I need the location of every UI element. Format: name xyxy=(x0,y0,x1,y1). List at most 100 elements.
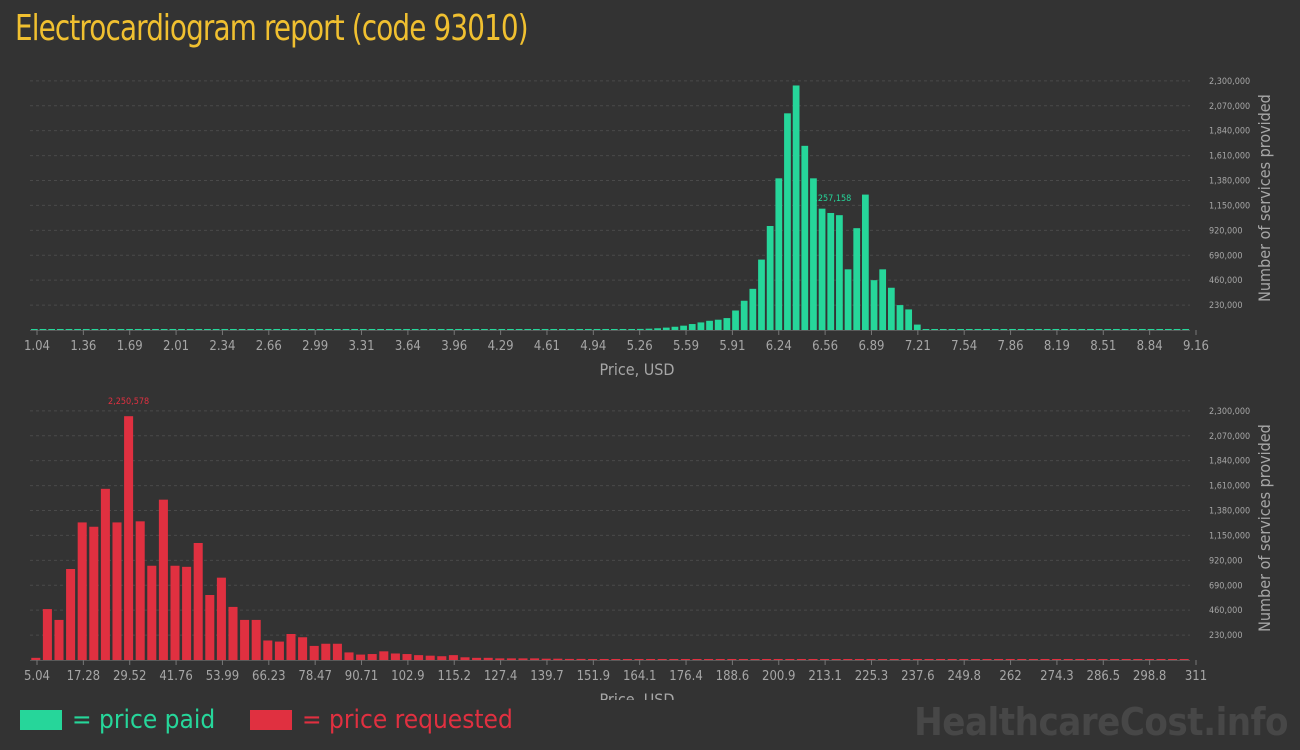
bar xyxy=(671,326,679,330)
x-tick-label: 286.5 xyxy=(1087,669,1120,684)
bar xyxy=(325,329,333,330)
bar xyxy=(1121,329,1129,330)
bar xyxy=(646,659,656,660)
y-tick-label: 1,150,000 xyxy=(1209,201,1250,211)
bar xyxy=(274,641,284,660)
x-tick-label: 1.36 xyxy=(70,339,96,354)
bar xyxy=(195,329,203,330)
bar xyxy=(818,208,826,330)
bar xyxy=(854,659,864,660)
y-tick-label: 460,000 xyxy=(1209,606,1242,616)
bar xyxy=(688,324,696,330)
peak-value-label: 2,250,578 xyxy=(108,397,149,407)
y-tick-label: 690,000 xyxy=(1209,251,1242,261)
bar xyxy=(160,329,168,330)
chart-price-requested: 230,000 460,000 690,000 920,000 1,150,000 1,3… xyxy=(24,397,1274,700)
x-tick-label: 8.19 xyxy=(1044,339,1070,354)
bar xyxy=(1156,659,1166,660)
x-tick-label: 115.2 xyxy=(437,669,470,684)
bar xyxy=(1139,329,1146,330)
bar xyxy=(622,659,632,660)
y-tick-label: 2,070,000 xyxy=(1209,102,1250,112)
bar xyxy=(533,329,540,330)
bar xyxy=(344,652,354,660)
bar xyxy=(472,329,480,330)
x-tick-label: 262 xyxy=(999,669,1021,684)
bar xyxy=(425,655,435,660)
x-tick-label: 8.84 xyxy=(1137,339,1163,354)
bar xyxy=(983,329,990,330)
x-tick-label: 2.99 xyxy=(302,339,328,354)
bar xyxy=(286,634,296,660)
bar xyxy=(42,609,52,660)
bar xyxy=(810,178,817,330)
bar xyxy=(628,329,636,330)
x-tick-label: 164.1 xyxy=(623,669,656,684)
bar xyxy=(126,329,133,330)
bar xyxy=(762,659,772,660)
bar xyxy=(912,659,922,660)
bar xyxy=(124,416,134,660)
bar xyxy=(240,619,250,660)
bar xyxy=(204,329,211,330)
bar xyxy=(939,329,947,330)
x-tick-label: 213.1 xyxy=(808,669,841,684)
bar xyxy=(1144,659,1154,660)
bar xyxy=(152,329,159,330)
bar xyxy=(143,329,151,330)
bar xyxy=(147,565,157,660)
bar xyxy=(256,329,263,330)
bar xyxy=(74,329,81,330)
bar xyxy=(879,269,887,330)
x-tick-label: 66.23 xyxy=(252,669,285,684)
bar xyxy=(463,329,471,330)
bar xyxy=(158,499,168,660)
x-tick-label: 17.28 xyxy=(67,669,100,684)
bar xyxy=(680,325,687,330)
bar xyxy=(134,329,142,330)
bar xyxy=(1026,329,1034,330)
x-tick-label: 274.3 xyxy=(1040,669,1073,684)
bar xyxy=(100,329,107,330)
bar xyxy=(515,329,523,330)
bar xyxy=(100,488,110,660)
x-axis-title: Price, USD xyxy=(600,690,675,700)
y-tick-label: 2,300,000 xyxy=(1209,77,1250,87)
bar xyxy=(448,655,458,660)
bar xyxy=(230,329,237,330)
x-tick-label: 225.3 xyxy=(855,669,888,684)
bar xyxy=(170,565,180,660)
bar xyxy=(913,324,921,330)
bar xyxy=(30,329,38,330)
x-tick-label: 3.64 xyxy=(395,339,421,354)
bar xyxy=(959,659,969,660)
bar xyxy=(740,300,748,330)
bar xyxy=(54,619,64,660)
bar xyxy=(530,658,540,660)
bar xyxy=(588,659,598,660)
bar xyxy=(351,329,359,330)
bar xyxy=(273,329,281,330)
x-tick-label: 41.76 xyxy=(159,669,192,684)
bar xyxy=(498,329,506,330)
bar xyxy=(680,659,690,660)
bar xyxy=(1017,659,1027,660)
bar xyxy=(965,329,973,330)
bar xyxy=(792,85,800,330)
bar xyxy=(251,619,261,660)
bar xyxy=(1009,329,1016,330)
bar xyxy=(732,310,739,330)
bar xyxy=(390,653,400,660)
bar xyxy=(1035,329,1042,330)
bar xyxy=(844,269,852,330)
y-tick-label: 1,150,000 xyxy=(1209,531,1250,541)
bar xyxy=(541,329,549,330)
bar xyxy=(750,659,760,660)
bar xyxy=(186,329,194,330)
bar xyxy=(796,659,806,660)
y-tick-label: 920,000 xyxy=(1209,556,1242,566)
bar xyxy=(65,329,73,330)
bar xyxy=(706,320,713,330)
bar xyxy=(692,659,702,660)
bar xyxy=(495,658,505,660)
